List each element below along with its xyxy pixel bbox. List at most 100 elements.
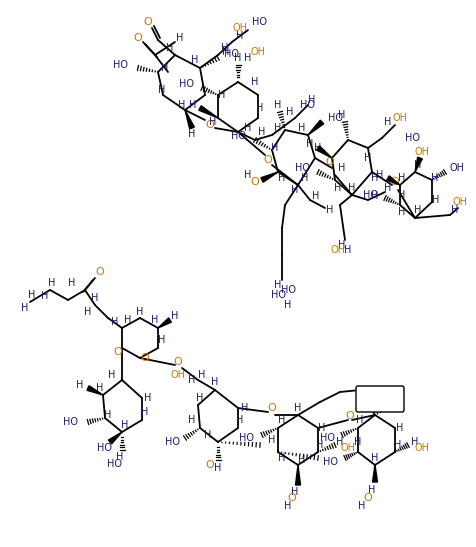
Text: H: H [307, 139, 314, 149]
Text: OH: OH [415, 147, 429, 157]
Text: HO: HO [231, 131, 246, 141]
Text: H: H [84, 307, 92, 317]
Text: H: H [159, 335, 166, 345]
Text: HO: HO [108, 459, 122, 469]
Polygon shape [415, 157, 422, 172]
Text: HO: HO [363, 190, 378, 200]
Text: H: H [397, 423, 404, 433]
Polygon shape [199, 106, 218, 118]
Text: HO: HO [300, 100, 315, 110]
Text: H: H [414, 205, 422, 215]
Text: H: H [244, 53, 252, 63]
Text: H: H [286, 107, 294, 117]
Text: H: H [294, 403, 302, 413]
Text: H: H [318, 423, 326, 433]
Text: H: H [244, 170, 252, 180]
Text: H: H [124, 315, 132, 325]
Text: O: O [114, 347, 122, 357]
Text: H: H [301, 173, 309, 183]
Text: H: H [327, 205, 334, 215]
Text: H: H [144, 393, 152, 403]
Text: H: H [151, 315, 159, 325]
Text: H: H [451, 205, 459, 215]
Text: H: H [189, 100, 197, 110]
Text: O: O [364, 493, 372, 503]
Text: H: H [414, 160, 422, 170]
Text: H: H [284, 501, 292, 511]
Text: H: H [159, 85, 166, 95]
Text: H: H [196, 393, 204, 403]
Text: H: H [69, 278, 76, 288]
Text: HO: HO [405, 133, 420, 143]
Text: H: H [214, 463, 222, 473]
Text: HO: HO [224, 49, 239, 59]
Text: H: H [109, 370, 116, 380]
Text: H: H [96, 383, 104, 393]
Text: H: H [41, 291, 49, 301]
Text: OH: OH [232, 23, 248, 33]
Text: H: H [204, 430, 212, 440]
Text: OH: OH [450, 163, 465, 173]
Text: OH: OH [330, 245, 346, 255]
Text: H: H [284, 300, 292, 310]
Text: H: H [278, 453, 286, 463]
Text: H: H [278, 173, 286, 183]
Text: HO: HO [63, 417, 78, 427]
Text: H: H [371, 403, 379, 413]
Text: H: H [344, 245, 352, 255]
Text: H: H [398, 207, 406, 217]
Text: HO: HO [239, 433, 254, 443]
Text: H: H [48, 278, 56, 288]
Text: O: O [326, 157, 334, 167]
Text: H: H [394, 440, 402, 450]
Polygon shape [158, 318, 171, 328]
Text: O: O [206, 120, 214, 130]
Text: H: H [338, 110, 346, 120]
Polygon shape [373, 465, 377, 482]
Polygon shape [185, 110, 194, 129]
Polygon shape [87, 386, 103, 395]
Polygon shape [308, 120, 324, 135]
Text: HO: HO [98, 443, 112, 453]
Text: H: H [104, 410, 112, 420]
Text: H: H [236, 415, 244, 425]
Text: H: H [234, 53, 242, 63]
Text: HO: HO [179, 79, 194, 89]
Text: HO: HO [270, 290, 286, 300]
Text: H: H [377, 170, 384, 180]
Polygon shape [317, 146, 332, 158]
Text: HO: HO [252, 17, 267, 27]
Text: H: H [364, 153, 372, 163]
Text: H: H [338, 240, 346, 250]
Text: H: H [244, 123, 252, 133]
Text: H: H [371, 453, 379, 463]
Text: H: H [291, 487, 298, 497]
Text: H: H [384, 183, 392, 193]
Polygon shape [296, 465, 300, 485]
Text: H: H [171, 311, 178, 321]
Text: H: H [28, 290, 36, 300]
Text: O: O [391, 177, 399, 187]
Text: H: H [432, 195, 440, 205]
Text: H: H [371, 173, 379, 183]
Text: H: H [258, 127, 266, 137]
Text: H: H [198, 370, 206, 380]
Text: H: H [278, 415, 286, 425]
Text: H: H [176, 33, 184, 43]
Text: H: H [136, 307, 144, 317]
Text: HO: HO [113, 60, 128, 70]
Text: H: H [298, 455, 306, 465]
Text: HO: HO [328, 113, 343, 123]
Text: HO: HO [280, 285, 296, 295]
Text: H: H [368, 485, 376, 495]
Text: H: H [268, 435, 276, 445]
Text: H: H [298, 123, 306, 133]
Text: H: H [398, 173, 406, 183]
Text: H: H [271, 143, 278, 153]
Text: H: H [354, 437, 362, 447]
Text: O: O [140, 353, 149, 363]
Text: H: H [357, 415, 364, 425]
Text: OH: OH [340, 443, 356, 453]
Text: H: H [398, 190, 406, 200]
Text: H: H [116, 452, 124, 462]
